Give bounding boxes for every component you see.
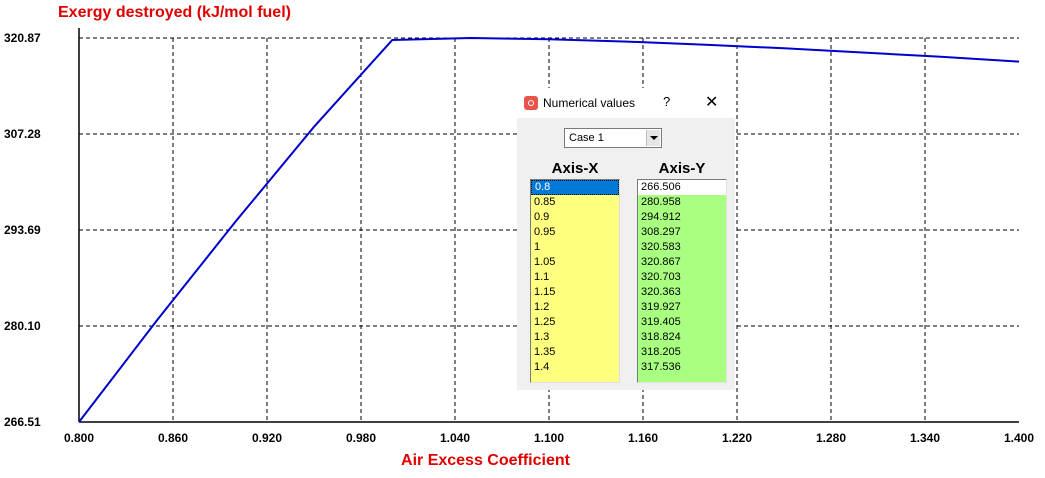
axis-y-item[interactable]: 320.703 bbox=[641, 271, 681, 283]
axis-y-item[interactable]: 320.583 bbox=[641, 241, 681, 253]
x-tick-label: 0.800 bbox=[64, 431, 94, 445]
close-icon[interactable]: ✕ bbox=[705, 94, 719, 111]
axis-x-item[interactable]: 1.25 bbox=[534, 316, 556, 328]
y-tick-label: 320.87 bbox=[4, 31, 41, 45]
axis-x-item[interactable]: 0.95 bbox=[534, 226, 556, 238]
x-tick-label: 1.340 bbox=[910, 431, 940, 445]
axis-x-item[interactable]: 1.2 bbox=[534, 301, 550, 313]
axis-y-item[interactable]: 319.927 bbox=[641, 301, 681, 313]
x-axis-label: Air Excess Coefficient bbox=[401, 452, 570, 469]
numerical-values-dialog: Numerical values ? ✕ Case 1 Axis-X Axis-… bbox=[517, 88, 735, 390]
dialog-title: Numerical values bbox=[543, 96, 636, 110]
x-tick-label: 0.980 bbox=[346, 431, 376, 445]
app-icon bbox=[524, 96, 538, 110]
x-tick-label: 1.400 bbox=[1004, 431, 1034, 445]
axis-x-list[interactable]: 0.8 0.85 0.9 0.95 1 1.05 1.1 1.15 1.2 1.25 1.3 1.35… bbox=[530, 179, 620, 383]
axis-y-list[interactable]: 266.506 280.958 294.912 308.297 320.583 320.8… bbox=[637, 179, 727, 383]
series-line bbox=[78, 36, 1020, 423]
y-axis-label: Exergy destroyed (kJ/mol fuel) bbox=[58, 4, 291, 21]
case-select-value: Case 1 bbox=[569, 132, 604, 144]
y-tick-label: 307.28 bbox=[4, 127, 41, 141]
dialog-title-bar[interactable]: Numerical values ? ✕ bbox=[517, 88, 735, 118]
axis-x-item[interactable]: 1.3 bbox=[534, 331, 550, 343]
axis-y-item[interactable]: 280.958 bbox=[641, 196, 681, 208]
axis-x-item[interactable]: 1.1 bbox=[534, 271, 550, 283]
chevron-down-icon[interactable] bbox=[646, 130, 660, 146]
y-tick-label: 293.69 bbox=[4, 223, 41, 237]
axis-x-item[interactable]: 0.8 bbox=[531, 180, 619, 195]
axis-y-item[interactable]: 320.363 bbox=[641, 286, 681, 298]
axis-y-item[interactable]: 318.824 bbox=[641, 331, 681, 343]
x-tick-label: 1.160 bbox=[628, 431, 658, 445]
x-tick-label: 0.920 bbox=[252, 431, 282, 445]
axis-y-item[interactable]: 266.506 bbox=[638, 180, 726, 195]
x-tick-label: 1.220 bbox=[722, 431, 752, 445]
axis-y-header: Axis-Y bbox=[658, 160, 706, 177]
axis-y-item[interactable]: 294.912 bbox=[641, 211, 681, 223]
axis-y-item[interactable]: 308.297 bbox=[641, 226, 681, 238]
axis-x-item[interactable]: 0.9 bbox=[534, 211, 550, 223]
axis-y-item[interactable]: 320.867 bbox=[641, 256, 681, 268]
help-button[interactable]: ? bbox=[663, 94, 671, 109]
axis-x-item[interactable]: 1.15 bbox=[534, 286, 556, 298]
case-select[interactable]: Case 1 bbox=[564, 128, 662, 148]
x-tick-label: 0.860 bbox=[158, 431, 188, 445]
x-tick-label: 1.040 bbox=[440, 431, 470, 445]
y-tick-label: 266.51 bbox=[4, 415, 41, 429]
axis-x-item[interactable]: 1.4 bbox=[534, 361, 550, 373]
axis-x-header: Axis-X bbox=[551, 160, 599, 177]
x-tick-label: 1.280 bbox=[816, 431, 846, 445]
axis-y-item[interactable]: 319.405 bbox=[641, 316, 681, 328]
axis-y-item[interactable]: 317.536 bbox=[641, 361, 681, 373]
axis-x-item[interactable]: 1.35 bbox=[534, 346, 556, 358]
y-tick-label: 280.10 bbox=[4, 319, 41, 333]
axis-x-item[interactable]: 0.85 bbox=[534, 196, 556, 208]
axis-x-item[interactable]: 1.05 bbox=[534, 256, 556, 268]
axis-x-item[interactable]: 1 bbox=[534, 241, 541, 253]
axis-y-item[interactable]: 318.205 bbox=[641, 346, 681, 358]
x-tick-label: 1.100 bbox=[534, 431, 564, 445]
